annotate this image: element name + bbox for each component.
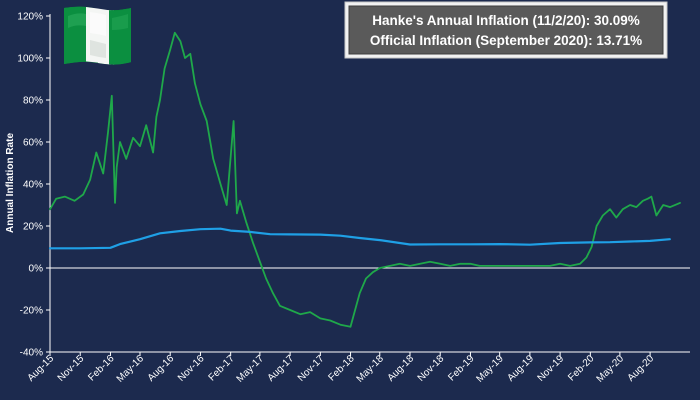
y-tick-label: 100% (17, 54, 43, 65)
x-tick-label: Aug-16 (146, 353, 177, 384)
legend-box: Hanke's Annual Inflation (11/2/20): 30.0… (344, 1, 668, 59)
x-tick-label: May-19 (474, 353, 506, 385)
x-tick-label: Nov-15 (56, 353, 87, 384)
series-layer (48, 31, 681, 328)
x-tick-label: Nov-18 (416, 353, 447, 384)
x-tick-label: Feb-18 (326, 353, 356, 383)
x-tick-label: Feb-16 (86, 353, 116, 383)
legend-official: Official Inflation (September 2020): 13.… (370, 33, 642, 48)
y-tick-label: 120% (17, 12, 43, 23)
x-tick-label: May-17 (235, 353, 267, 385)
x-tick-label: Feb-20 (566, 353, 596, 383)
series-line-hanke (49, 31, 681, 328)
x-tick-label: Aug-19 (505, 353, 536, 384)
y-tick-label: 80% (23, 96, 43, 107)
y-tick-label: 60% (23, 138, 43, 149)
x-tick-label: Aug-20 (626, 353, 657, 384)
series-line-official (48, 227, 671, 250)
y-tick-label: 20% (23, 222, 43, 233)
x-tick-label: Nov-16 (176, 353, 207, 384)
x-tick-label: Nov-19 (536, 353, 567, 384)
nigeria-flag-icon (64, 6, 131, 65)
y-axis-label: Annual Inflation Rate (5, 133, 16, 233)
x-tick-label: Aug-18 (386, 353, 417, 384)
x-tick-label: Feb-19 (446, 353, 476, 383)
y-tick-label: -20% (20, 306, 43, 317)
x-tick-label: May-20 (595, 353, 627, 385)
y-tick-label: 40% (23, 180, 43, 191)
y-tick-label: 0% (29, 264, 44, 275)
y-ticks: -40% -20% 0% 20% 40% 60% 80% 100% 120% (17, 12, 50, 359)
x-tick-label: Nov-17 (296, 353, 327, 384)
x-tick-label: Aug-17 (266, 353, 297, 384)
legend-hanke: Hanke's Annual Inflation (11/2/20): 30.0… (372, 13, 640, 28)
x-tick-label: Feb-17 (207, 353, 237, 383)
x-tick-label: May-18 (355, 353, 387, 385)
x-tick-label: May-16 (115, 353, 147, 385)
y-tick-label: -40% (20, 348, 43, 359)
